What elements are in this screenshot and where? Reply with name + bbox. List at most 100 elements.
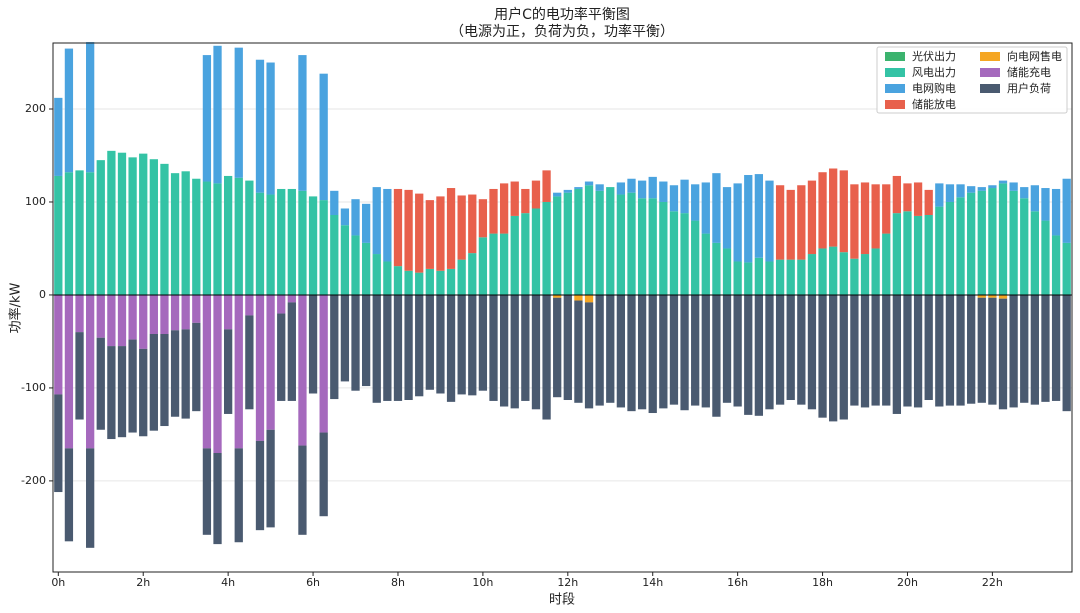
bar-segment <box>54 394 63 493</box>
bar-segment <box>1041 188 1050 221</box>
bar-segment <box>457 259 466 295</box>
bar-segment <box>627 178 636 193</box>
bar-segment <box>86 42 95 173</box>
bar-segment <box>924 214 933 295</box>
bar-segment <box>54 294 63 395</box>
x-tick-label: 14h <box>642 576 663 589</box>
bar-segment <box>850 294 859 406</box>
legend-swatch <box>980 68 1000 77</box>
legend-label: 储能放电 <box>912 97 956 111</box>
bar-segment <box>680 179 689 214</box>
bar-segment <box>192 322 201 412</box>
bar-segment <box>64 48 74 173</box>
bar-segment <box>202 181 212 295</box>
bar-segment <box>818 248 827 295</box>
bar-segment <box>882 233 891 295</box>
bar-segment <box>531 208 541 295</box>
bar-segment <box>1051 188 1061 236</box>
bar-segment <box>659 294 668 409</box>
bar-segment <box>998 294 1008 299</box>
bar-segment <box>712 294 721 417</box>
bar-segment <box>553 294 562 298</box>
bar-segment <box>913 294 923 408</box>
bar-segment <box>1020 187 1029 199</box>
bar-segment <box>754 174 764 258</box>
bar-segment <box>393 266 403 295</box>
bar-segment <box>160 294 169 334</box>
bar-segment <box>669 211 679 295</box>
bar-segment <box>648 198 657 295</box>
bar-segment <box>998 183 1008 295</box>
bar-segment <box>892 294 901 414</box>
bar-segment <box>468 253 477 295</box>
bar-segment <box>64 294 74 449</box>
bar-segment <box>330 190 339 215</box>
bar-segment <box>107 294 116 347</box>
bar-segment <box>744 262 753 295</box>
legend-label: 向电网售电 <box>1007 49 1062 63</box>
bar-segment <box>255 192 265 295</box>
bar-segment <box>1062 294 1071 412</box>
y-axis-label: 功率/kW <box>8 282 24 333</box>
bar-segment <box>202 55 212 182</box>
bar-segment <box>924 294 933 401</box>
bar-segment <box>637 198 647 295</box>
x-tick-label: 2h <box>136 576 150 589</box>
legend-label: 风电出力 <box>912 65 956 79</box>
bar-segment <box>457 294 466 395</box>
bar-segment <box>765 294 774 410</box>
bar-segment <box>287 188 296 295</box>
bar-segment <box>489 294 498 401</box>
x-tick-label: 16h <box>727 576 748 589</box>
bar-segment <box>584 185 594 295</box>
bar-segment <box>298 294 307 446</box>
bar-segment <box>797 185 806 260</box>
x-tick-label: 20h <box>897 576 918 589</box>
bar-segment <box>744 294 753 415</box>
bar-segment <box>266 62 275 195</box>
bar-segment <box>234 177 243 295</box>
bar-segment <box>128 339 137 433</box>
bar-segment <box>616 194 626 295</box>
bar-segment <box>128 294 137 340</box>
bar-segment <box>669 294 679 405</box>
bar-segment <box>574 187 583 189</box>
bar-segment <box>86 172 95 295</box>
bar-segment <box>648 176 657 199</box>
bar-segment <box>797 294 806 405</box>
bar-segment <box>1062 242 1071 295</box>
bar-segment <box>383 261 392 295</box>
bar-segment <box>213 294 222 453</box>
bar-segment <box>882 184 891 234</box>
bar-segment <box>86 448 95 548</box>
bar-segment <box>436 196 445 271</box>
bar-segment <box>574 294 583 301</box>
y-tick-label: -200 <box>21 474 46 487</box>
bar-segment <box>871 184 880 249</box>
x-tick-label: 8h <box>391 576 405 589</box>
bar-segment <box>988 185 997 189</box>
bar-segment <box>616 182 626 195</box>
bar-segment <box>213 183 222 295</box>
bar-segment <box>988 188 997 295</box>
bar-segment <box>404 189 413 271</box>
bar-segment <box>521 294 530 401</box>
bar-segment <box>139 348 148 437</box>
legend-box <box>876 46 1068 114</box>
legend-swatch <box>980 84 1000 93</box>
bar-segment <box>935 294 944 407</box>
bar-segment <box>372 187 381 255</box>
bar-segment <box>54 97 63 176</box>
bar-segment <box>361 242 371 295</box>
bar-segment <box>913 215 923 295</box>
bar-segment <box>266 429 275 528</box>
bar-segment <box>255 59 265 193</box>
bar-segment <box>340 225 350 295</box>
bar-segment <box>181 171 190 295</box>
bar-segment <box>340 208 350 226</box>
bar-segment <box>478 237 488 295</box>
bar-segment <box>96 160 105 295</box>
x-tick-label: 0h <box>51 576 65 589</box>
bar-segment <box>553 196 562 295</box>
bar-segment <box>425 268 434 295</box>
